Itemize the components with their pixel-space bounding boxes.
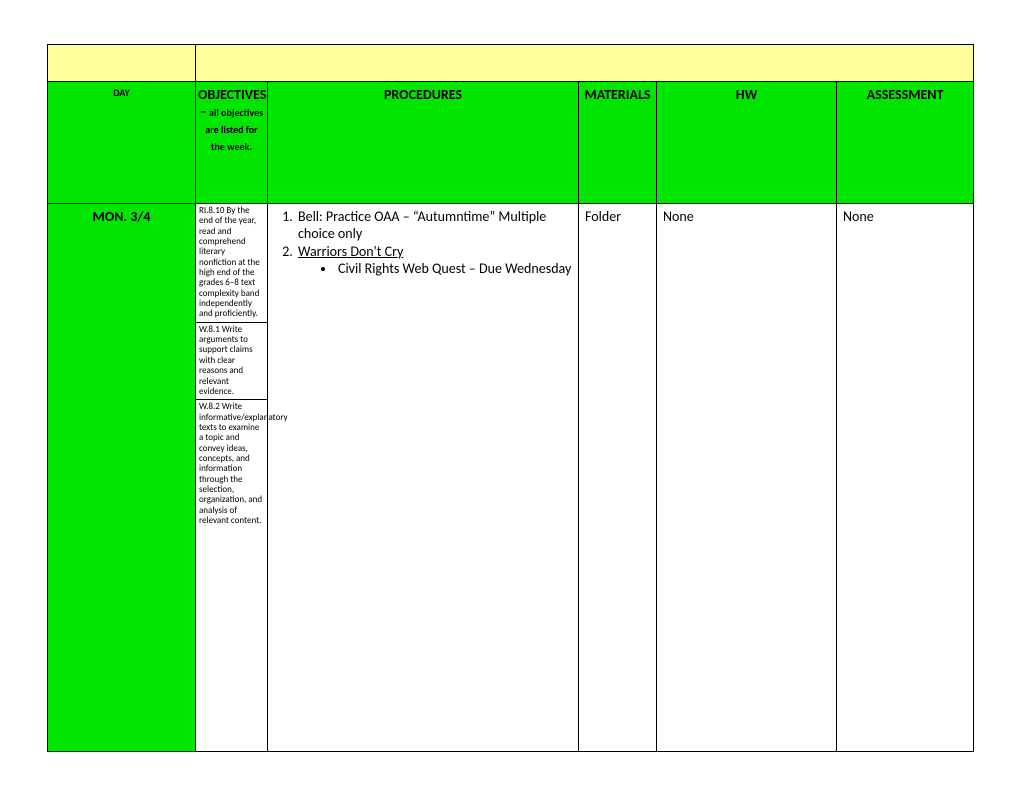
procedure-subitem: Civil Rights Web Quest – Due Wednesday: [336, 260, 572, 277]
objectives-cell: RI.8.10 By the end of the year, read and…: [196, 204, 268, 752]
hw-cell: None: [657, 204, 837, 752]
header-procedures: PROCEDURES: [268, 82, 579, 204]
procedures-list: Bell: Practice OAA – “Autumntime” Multip…: [274, 208, 572, 277]
assessment-cell: None: [837, 204, 974, 752]
materials-cell: Folder: [579, 204, 657, 752]
header-assessment: ASSESSMENT: [837, 82, 974, 204]
lesson-plan-table: DAY OBJECTIVES – all objectives are list…: [47, 44, 974, 752]
header-day: DAY: [48, 82, 196, 204]
procedure-sublist: Civil Rights Web Quest – Due Wednesday: [298, 260, 572, 277]
body-row: MON. 3/4 RI.8.10 By the end of the year,…: [48, 204, 974, 752]
procedure-item: Warriors Don't CryCivil Rights Web Quest…: [296, 243, 572, 277]
header-materials: MATERIALS: [579, 82, 657, 204]
title-bar-left: [48, 45, 196, 82]
lesson-plan-table-wrap: DAY OBJECTIVES – all objectives are list…: [47, 44, 973, 752]
header-hw: HW: [657, 82, 837, 204]
header-row: DAY OBJECTIVES – all objectives are list…: [48, 82, 974, 204]
title-bar-row: [48, 45, 974, 82]
header-objectives: OBJECTIVES – all objectives are listed f…: [196, 82, 268, 204]
procedures-cell: Bell: Practice OAA – “Autumntime” Multip…: [268, 204, 579, 752]
title-bar-right: [196, 45, 974, 82]
day-cell: MON. 3/4: [48, 204, 196, 752]
objective-item: W.8.2 Write informative/explanatory text…: [196, 400, 267, 528]
procedure-item: Bell: Practice OAA – “Autumntime” Multip…: [296, 208, 572, 242]
objective-item: RI.8.10 By the end of the year, read and…: [196, 204, 267, 323]
objective-item: W.8.1 Write arguments to support claims …: [196, 323, 267, 400]
